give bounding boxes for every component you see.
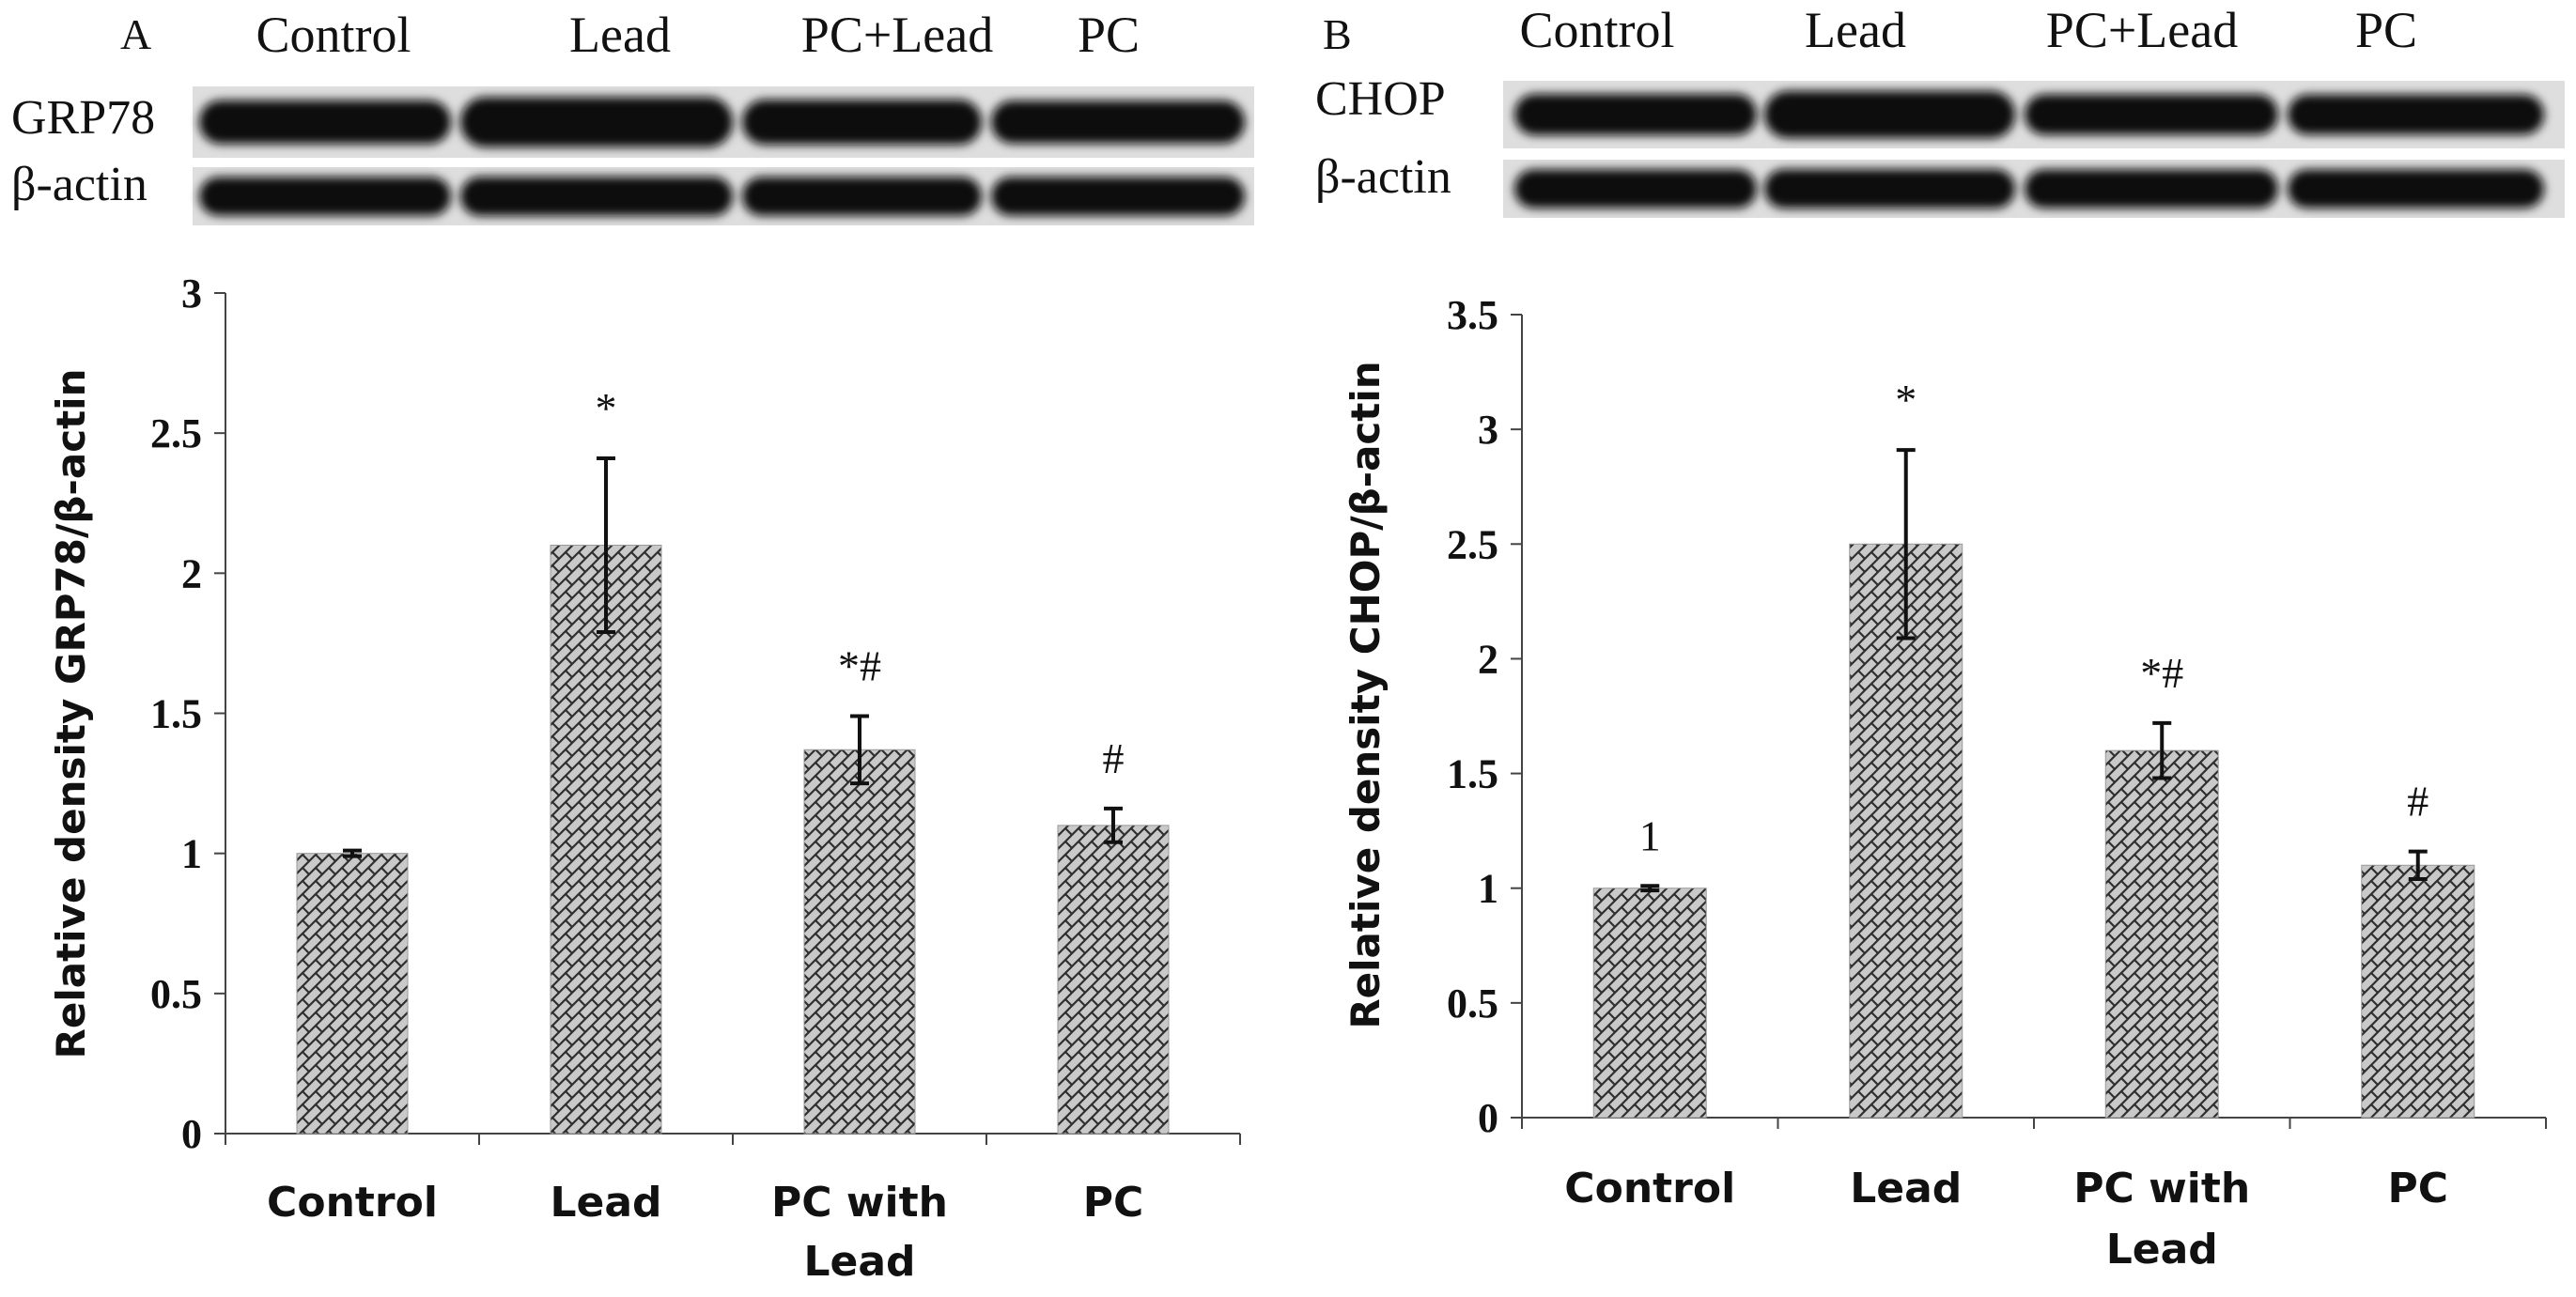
y-tick-label: 2.5 <box>1447 521 1498 567</box>
blot-row-label: GRP78 <box>11 91 155 145</box>
significance-label: # <box>1103 734 1125 782</box>
significance-label: * <box>596 384 617 432</box>
blot-band <box>1764 169 2015 208</box>
x-category-label: PC <box>2387 1165 2448 1212</box>
y-axis-label: Relative density GRP78/β-actin <box>48 369 94 1059</box>
y-tick-label: 0 <box>181 1111 202 1157</box>
blot-band <box>1514 169 1757 208</box>
blot-band <box>742 177 982 216</box>
bar <box>2361 864 2475 1119</box>
significance-label: * <box>1895 376 1916 424</box>
bar <box>1592 888 1707 1119</box>
x-category-label-line: PC with <box>771 1179 948 1227</box>
blot-band <box>199 177 451 216</box>
blot-row-label: CHOP <box>1315 72 1446 126</box>
y-tick-label: 2 <box>181 550 202 596</box>
y-tick-label: 2 <box>1478 636 1498 682</box>
blot-lane-label: PC+Lead <box>2046 2 2238 58</box>
panel-b: B Control Lead PC+Lead PC CHOP β-actin 0 0.5 1 1.5… <box>1315 2 2565 1274</box>
y-tick-label: 0.5 <box>150 971 202 1017</box>
blot-band <box>1764 90 2015 139</box>
bar <box>2104 749 2219 1119</box>
significance-label: # <box>2407 778 2429 826</box>
blot-band <box>742 100 982 145</box>
y-tick-label: 3 <box>181 270 202 317</box>
y-tick-label: 3 <box>1478 407 1498 453</box>
significance-label: 1 <box>1639 811 1661 859</box>
blot-band <box>991 177 1245 216</box>
panel-label: B <box>1323 10 1352 58</box>
significance-label: *# <box>2140 649 2183 697</box>
blot-band <box>991 100 1245 144</box>
blot-lane-label: Lead <box>569 7 671 63</box>
blot-lane-label: Control <box>1519 2 1674 58</box>
y-tick-label: 1 <box>1478 866 1498 912</box>
bar <box>1057 825 1170 1135</box>
blot-lane-label: PC+Lead <box>801 7 993 63</box>
x-category-label-line: Lead <box>2106 1226 2218 1274</box>
y-tick-label: 1.5 <box>150 691 202 737</box>
x-category-label: PC with Lead <box>2073 1165 2250 1274</box>
x-category-label: PC with Lead <box>771 1179 948 1286</box>
blot-band <box>2025 169 2278 208</box>
blot-lane-label: PC <box>2355 2 2417 58</box>
blot-lane-label: Control <box>256 7 411 63</box>
x-category-label: Control <box>1564 1165 1735 1212</box>
blot-row-label: β-actin <box>1315 150 1451 204</box>
blot-band <box>2025 94 2278 135</box>
blot-row-label: β-actin <box>11 158 147 211</box>
bar <box>550 545 662 1135</box>
y-tick-label: 1.5 <box>1447 751 1498 797</box>
y-tick-label: 0 <box>1478 1095 1498 1141</box>
blot-band <box>2288 169 2544 208</box>
x-category-label: Control <box>267 1179 438 1227</box>
x-category-label: Lead <box>550 1179 661 1227</box>
blot-lane-label: PC <box>1078 7 1140 63</box>
x-category-label: Lead <box>1850 1165 1962 1212</box>
blot-band <box>2288 94 2544 135</box>
bar <box>296 853 409 1135</box>
blot-band <box>460 97 733 147</box>
panel-label: A <box>120 10 151 58</box>
blot-band <box>199 100 451 145</box>
x-category-label-line: Lead <box>803 1238 915 1286</box>
x-category-label-line: PC with <box>2073 1165 2250 1212</box>
y-tick-label: 0.5 <box>1447 980 1498 1027</box>
bar <box>803 749 916 1135</box>
blot-band <box>1514 93 1757 136</box>
panel-a: A Control Lead PC+Lead PC GRP78 β-actin 0 0.5 1 1.… <box>11 7 1254 1286</box>
significance-label: *# <box>838 641 881 689</box>
y-tick-label: 3.5 <box>1447 292 1498 338</box>
blot-lane-label: Lead <box>1805 2 1906 58</box>
y-tick-label: 1 <box>181 831 202 877</box>
x-category-label: PC <box>1083 1179 1144 1227</box>
blot-band <box>460 177 733 216</box>
y-axis-label: Relative density CHOP/β-actin <box>1342 361 1389 1028</box>
y-tick-label: 2.5 <box>150 410 202 456</box>
